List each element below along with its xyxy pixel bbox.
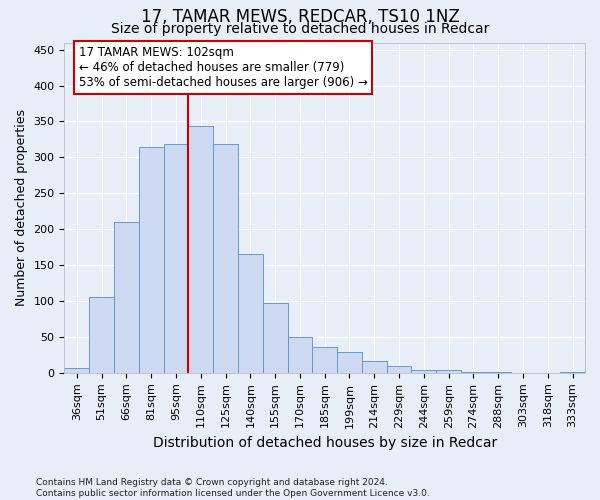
Bar: [238, 254, 263, 373]
Bar: [436, 370, 461, 373]
Bar: [164, 144, 188, 373]
Bar: [139, 146, 164, 373]
Bar: [89, 298, 114, 373]
Bar: [412, 370, 436, 373]
Bar: [64, 368, 89, 373]
Text: Size of property relative to detached houses in Redcar: Size of property relative to detached ho…: [111, 22, 489, 36]
Text: 17 TAMAR MEWS: 102sqm
← 46% of detached houses are smaller (779)
53% of semi-det: 17 TAMAR MEWS: 102sqm ← 46% of detached …: [79, 46, 368, 89]
Text: Contains HM Land Registry data © Crown copyright and database right 2024.
Contai: Contains HM Land Registry data © Crown c…: [36, 478, 430, 498]
Y-axis label: Number of detached properties: Number of detached properties: [15, 109, 28, 306]
Bar: [337, 352, 362, 373]
Bar: [386, 366, 412, 373]
Bar: [560, 372, 585, 373]
Bar: [486, 372, 511, 373]
Bar: [114, 222, 139, 373]
Bar: [362, 362, 386, 373]
Bar: [213, 144, 238, 373]
Bar: [461, 372, 486, 373]
Bar: [188, 126, 213, 373]
Bar: [263, 303, 287, 373]
Bar: [313, 347, 337, 373]
X-axis label: Distribution of detached houses by size in Redcar: Distribution of detached houses by size …: [152, 436, 497, 450]
Text: 17, TAMAR MEWS, REDCAR, TS10 1NZ: 17, TAMAR MEWS, REDCAR, TS10 1NZ: [140, 8, 460, 26]
Bar: [287, 337, 313, 373]
